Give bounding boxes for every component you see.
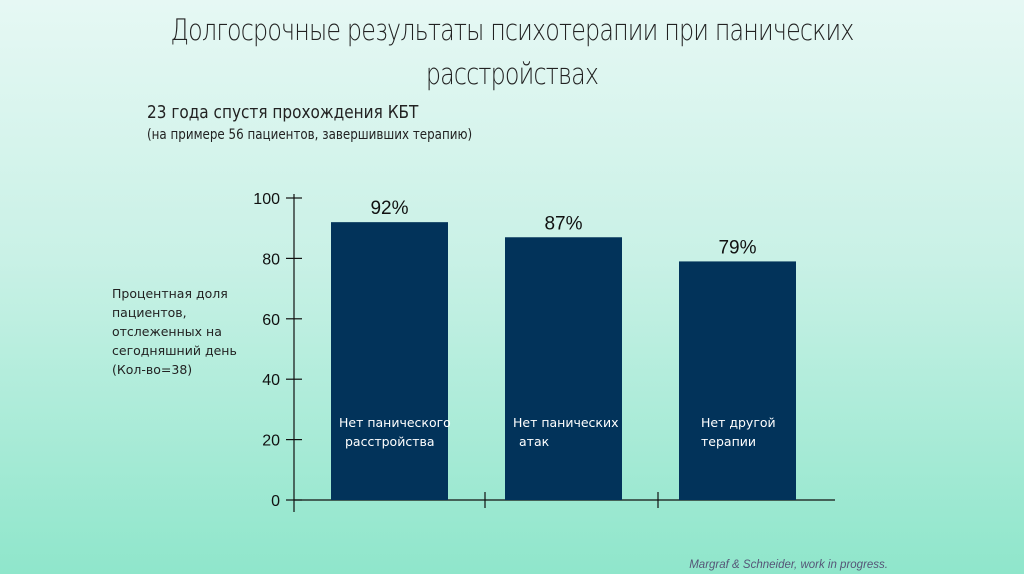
data-label: 87%	[544, 213, 582, 234]
source-citation: Margraf & Schneider, work in progress.	[689, 559, 888, 571]
y-tick-label: 0	[271, 493, 280, 510]
chart-note: (на примере 56 пациентов, завершивших те…	[147, 127, 473, 143]
category-label: Нет другой терапии	[701, 415, 776, 449]
slide-title: Долгосрочные результаты психотерапии при…	[170, 13, 854, 91]
y-tick-label: 20	[262, 433, 280, 450]
data-label: 92%	[370, 198, 408, 219]
bar	[679, 261, 796, 500]
y-tick-label: 100	[253, 191, 280, 208]
category-label: Нет панического расстройства	[339, 415, 451, 449]
y-tick-label: 40	[262, 372, 280, 389]
y-tick-label: 80	[262, 251, 280, 268]
bar	[331, 222, 448, 500]
category-label: Нет панических атак	[513, 415, 619, 449]
y-axis-label: Процентная доля пациентов, отслеженных н…	[112, 286, 237, 377]
y-tick-label: 60	[262, 312, 280, 329]
data-label: 79%	[718, 237, 756, 258]
chart-subtitle: 23 года спустя прохождения КБТ	[147, 102, 419, 123]
bar	[505, 237, 622, 500]
